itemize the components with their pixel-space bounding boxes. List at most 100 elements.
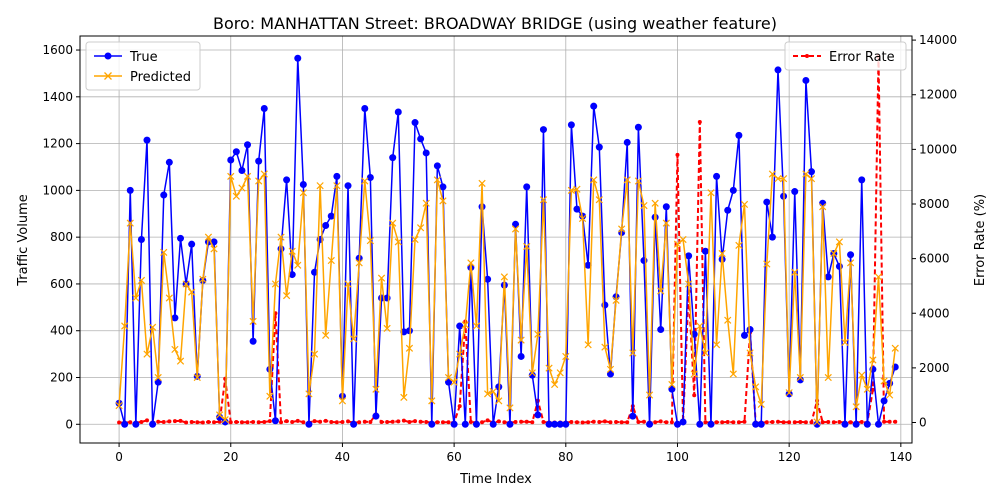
point-error-rate	[775, 419, 780, 424]
point-error-rate	[569, 419, 574, 424]
x-tick-label: 80	[558, 450, 573, 464]
point-true	[863, 420, 871, 428]
point-error-rate	[128, 420, 133, 425]
point-predicted	[830, 249, 838, 258]
point-error-rate	[703, 420, 708, 425]
point-predicted	[779, 175, 788, 183]
legend-left-box	[85, 41, 201, 91]
point-error-rate	[334, 420, 339, 425]
point-true	[646, 420, 654, 428]
point-true	[640, 257, 648, 265]
point-predicted	[662, 219, 670, 227]
point-predicted	[400, 393, 408, 402]
point-predicted	[886, 391, 894, 399]
point-true	[249, 337, 257, 345]
point-error-rate	[279, 420, 284, 425]
point-predicted	[478, 179, 486, 187]
point-error-rate	[301, 420, 306, 425]
point-error-rate	[887, 419, 892, 424]
point-error-rate	[826, 419, 831, 424]
point-predicted	[193, 373, 201, 382]
point-error-rate	[401, 418, 406, 423]
point-error-rate	[234, 419, 239, 424]
point-predicted	[846, 259, 855, 267]
point-predicted	[361, 177, 369, 185]
y2-tick-label: 6000	[919, 252, 950, 266]
point-predicted	[428, 397, 436, 405]
point-predicted	[148, 323, 157, 331]
point-error-rate	[184, 420, 189, 425]
point-true	[567, 121, 575, 129]
point-error-rate	[468, 419, 473, 424]
point-true	[824, 273, 832, 281]
point-true	[735, 131, 743, 139]
y-tick-label: 800	[50, 230, 73, 244]
point-true	[238, 166, 246, 174]
point-predicted	[545, 364, 553, 372]
point-predicted	[640, 201, 648, 210]
point-predicted	[595, 196, 603, 204]
point-error-rate	[658, 419, 663, 424]
point-error-rate	[597, 419, 602, 424]
point-true	[165, 158, 173, 166]
point-predicted	[618, 225, 626, 233]
point-predicted	[171, 345, 179, 354]
point-predicted	[863, 385, 871, 393]
point-error-rate	[524, 419, 529, 424]
point-error-rate	[435, 420, 440, 425]
point-error-rate	[228, 420, 233, 425]
point-error-rate	[669, 420, 674, 425]
point-predicted	[176, 357, 185, 365]
point-true	[277, 245, 285, 253]
point-true	[506, 420, 514, 428]
point-error-rate	[591, 419, 596, 424]
point-predicted	[422, 199, 430, 207]
point-predicted	[645, 391, 654, 399]
point-error-rate	[407, 419, 412, 424]
point-predicted	[461, 321, 469, 329]
point-predicted	[757, 400, 765, 409]
point-predicted	[807, 175, 816, 183]
point-predicted	[567, 186, 576, 195]
point-true	[685, 252, 693, 260]
point-predicted	[835, 238, 844, 246]
point-predicted	[288, 247, 296, 255]
point-error-rate	[664, 420, 669, 425]
point-predicted	[735, 241, 743, 249]
point-predicted	[165, 294, 173, 302]
point-error-rate	[161, 419, 166, 424]
point-predicted	[199, 275, 207, 283]
point-true	[160, 191, 168, 199]
point-error-rate	[385, 419, 390, 424]
point-true	[299, 181, 307, 189]
point-predicted	[310, 350, 319, 358]
point-predicted	[333, 182, 341, 190]
point-predicted	[227, 172, 235, 180]
point-predicted	[483, 390, 492, 398]
point-true	[439, 183, 447, 191]
point-predicted	[774, 175, 782, 183]
point-error-rate	[396, 419, 401, 424]
point-error-rate	[346, 419, 351, 424]
point-predicted	[623, 176, 631, 184]
point-true	[322, 221, 330, 229]
point-error-rate	[837, 419, 842, 424]
point-predicted	[679, 235, 687, 244]
point-error-rate	[318, 419, 323, 424]
point-error-rate	[368, 419, 373, 424]
y2-tick-label: 4000	[919, 306, 950, 320]
point-true	[405, 327, 413, 335]
point-predicted	[277, 233, 285, 241]
point-predicted	[841, 338, 849, 347]
point-true	[707, 420, 715, 428]
point-error-rate	[636, 419, 641, 424]
point-predicted	[701, 349, 710, 357]
point-predicted	[601, 343, 609, 351]
point-true	[657, 326, 665, 334]
point-true	[484, 275, 492, 283]
point-true	[573, 205, 581, 213]
point-predicted	[874, 273, 883, 281]
point-predicted	[489, 387, 497, 396]
point-predicted	[143, 350, 151, 358]
point-predicted	[450, 378, 458, 386]
